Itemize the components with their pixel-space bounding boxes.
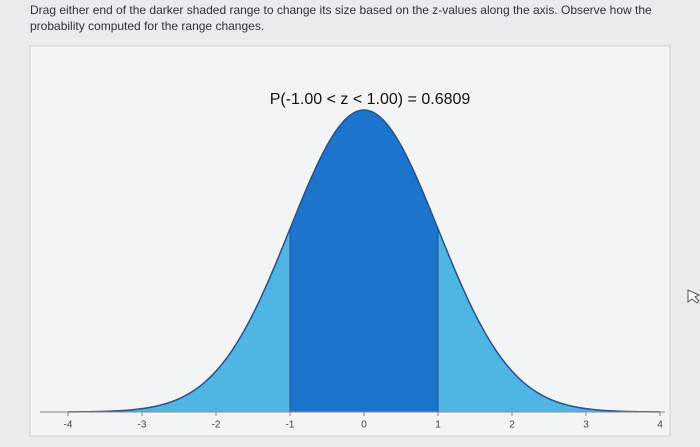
cursor (687, 289, 700, 304)
x-tick-label: 1 (435, 420, 441, 431)
chart-title: P(-1.00 < z < 1.00) = 0.6809 (270, 91, 471, 108)
x-tick-label: -1 (286, 420, 295, 431)
x-tick-label: 0 (361, 420, 367, 431)
instructions: Drag either end of the darker shaded ran… (30, 3, 652, 33)
x-tick-label: -4 (64, 420, 73, 431)
x-tick-label: -2 (212, 420, 221, 431)
x-tick-label: 2 (509, 420, 515, 431)
x-tick-label: 4 (657, 420, 663, 431)
density-curve (67, 109, 661, 413)
range-area (290, 110, 438, 412)
x-tick-label: 3 (583, 420, 589, 431)
x-tick-label: -3 (138, 420, 147, 431)
